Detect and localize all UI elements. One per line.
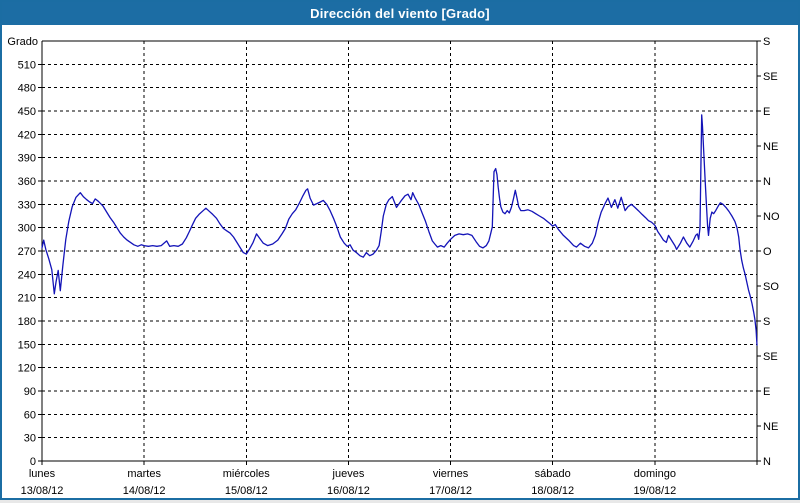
compass-label: NO — [763, 211, 780, 223]
y-left-tick-label: 450 — [18, 106, 36, 118]
app-window: Dirección del viento [Grado] 0 30 60 90 120 1… — [0, 0, 800, 500]
compass-label: N — [763, 176, 771, 188]
y-left-tick-label: 390 — [18, 153, 36, 165]
compass-label: S — [763, 316, 770, 328]
y-left-tick-label: 480 — [18, 83, 36, 95]
x-day-name-label: domingo — [634, 468, 676, 480]
y-left-tick-label: 240 — [18, 269, 36, 281]
compass-label: S — [763, 36, 770, 48]
x-day-date-label: 16/08/12 — [327, 485, 370, 497]
chart-area: 0 30 60 90 120 150 180 210 240 270 300 330 360 390 420… — [2, 25, 798, 498]
x-day-date-label: 13/08/12 — [21, 485, 64, 497]
y-left-tick-label: 180 — [18, 316, 36, 328]
x-day-date-label: 17/08/12 — [429, 485, 472, 497]
x-day-name-label: martes — [127, 468, 161, 480]
compass-label: E — [763, 106, 770, 118]
compass-label: O — [763, 246, 772, 258]
y-left-tick-label: 270 — [18, 246, 36, 258]
compass-label: NE — [763, 141, 778, 153]
y-left-tick-label: 210 — [18, 293, 36, 305]
compass-label: NE — [763, 421, 778, 433]
y-left-tick-label: 300 — [18, 223, 36, 235]
x-day-name-label: miércoles — [223, 468, 271, 480]
y-left-tick-label: 330 — [18, 199, 36, 211]
y-left-tick-label: 420 — [18, 129, 36, 141]
x-day-name-label: viernes — [433, 468, 469, 480]
wind-direction-line — [42, 115, 757, 345]
x-day-date-label: 14/08/12 — [123, 485, 166, 497]
y-left-tick-label: 150 — [18, 339, 36, 351]
chart-title: Dirección del viento [Grado] — [310, 6, 490, 21]
y-left-tick-label: 360 — [18, 176, 36, 188]
compass-label: E — [763, 386, 770, 398]
x-day-name-label: sábado — [535, 468, 571, 480]
y-left-tick-label: 60 — [24, 409, 36, 421]
title-bar: Dirección del viento [Grado] — [2, 2, 798, 25]
y-left-tick-label: 30 — [24, 433, 36, 445]
compass-label: SE — [763, 351, 778, 363]
x-day-date-label: 18/08/12 — [531, 485, 574, 497]
chart-container: 0 30 60 90 120 150 180 210 240 270 300 330 360 390 420… — [2, 25, 798, 498]
compass-label: SE — [763, 71, 778, 83]
x-day-name-label: lunes — [29, 468, 56, 480]
compass-label: SO — [763, 281, 779, 293]
x-day-name-label: jueves — [332, 468, 365, 480]
y-left-tick-label: 510 — [18, 59, 36, 71]
y-left-tick-label: 0 — [30, 456, 36, 468]
compass-label: N — [763, 456, 771, 468]
y-left-tick-label: 90 — [24, 386, 36, 398]
y-left-tick-label: 120 — [18, 363, 36, 375]
x-day-date-label: 15/08/12 — [225, 485, 268, 497]
x-day-date-label: 19/08/12 — [633, 485, 676, 497]
y-axis-title: Grado — [7, 36, 38, 48]
